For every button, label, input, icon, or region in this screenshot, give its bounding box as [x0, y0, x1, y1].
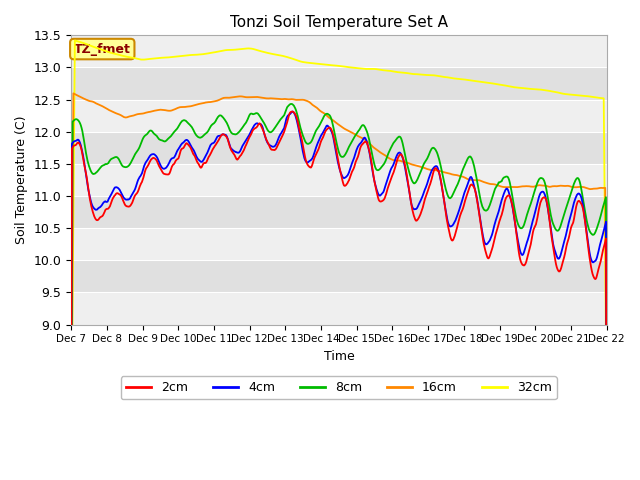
- X-axis label: Time: Time: [324, 350, 355, 363]
- Title: Tonzi Soil Temperature Set A: Tonzi Soil Temperature Set A: [230, 15, 448, 30]
- Legend: 2cm, 4cm, 8cm, 16cm, 32cm: 2cm, 4cm, 8cm, 16cm, 32cm: [121, 376, 557, 399]
- Y-axis label: Soil Temperature (C): Soil Temperature (C): [15, 116, 28, 244]
- Text: TZ_fmet: TZ_fmet: [74, 43, 131, 56]
- Bar: [71, 100, 607, 132]
- Bar: [71, 36, 607, 68]
- Bar: [71, 228, 607, 260]
- Bar: [71, 292, 607, 324]
- Bar: [71, 164, 607, 196]
